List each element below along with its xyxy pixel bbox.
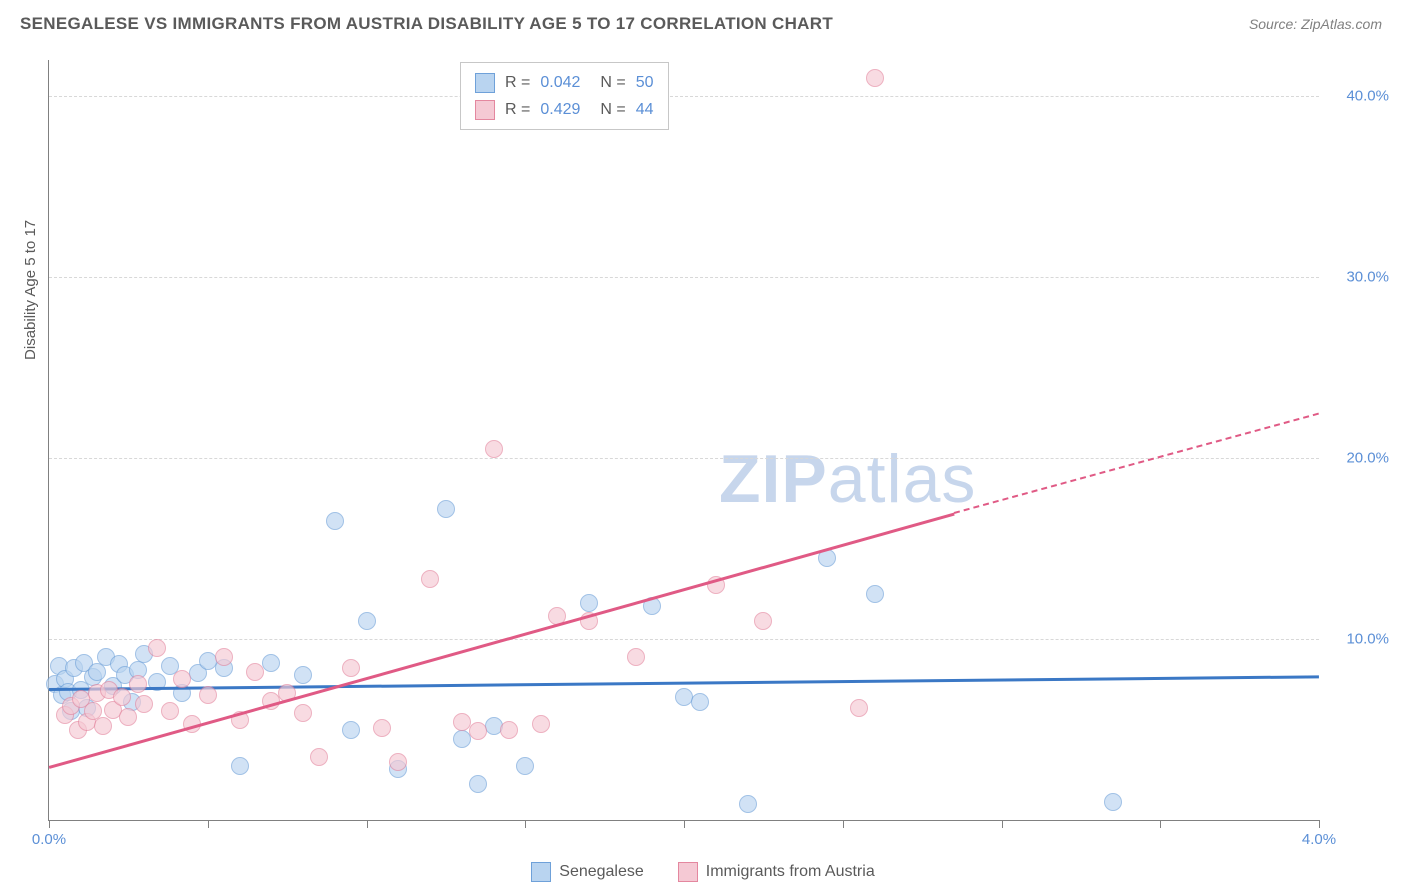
- legend-item: Immigrants from Austria: [678, 862, 875, 882]
- data-point: [231, 757, 249, 775]
- data-point: [262, 654, 280, 672]
- x-tick: [1319, 820, 1320, 828]
- legend-label: Immigrants from Austria: [706, 863, 875, 881]
- y-tick-label: 40.0%: [1346, 88, 1389, 105]
- data-point: [148, 639, 166, 657]
- data-point: [161, 702, 179, 720]
- data-point: [866, 585, 884, 603]
- data-point: [1104, 793, 1122, 811]
- source-label: Source: ZipAtlas.com: [1249, 16, 1382, 32]
- data-point: [754, 612, 772, 630]
- data-point: [389, 753, 407, 771]
- legend-swatch: [678, 862, 698, 882]
- y-tick-label: 30.0%: [1346, 269, 1389, 286]
- data-point: [739, 795, 757, 813]
- data-point: [485, 440, 503, 458]
- data-point: [516, 757, 534, 775]
- data-point: [866, 69, 884, 87]
- y-tick-label: 10.0%: [1346, 631, 1389, 648]
- data-point: [342, 721, 360, 739]
- data-point: [532, 715, 550, 733]
- data-point: [119, 708, 137, 726]
- chart-title: SENEGALESE VS IMMIGRANTS FROM AUSTRIA DI…: [20, 14, 833, 34]
- data-point: [421, 570, 439, 588]
- legend-stat-row: R =0.042N =50: [475, 69, 654, 96]
- data-point: [173, 670, 191, 688]
- scatter-plot: ZIPatlas 10.0%20.0%30.0%40.0%0.0%4.0%: [48, 60, 1319, 821]
- trend-line-extrapolated: [954, 413, 1320, 514]
- legend-swatch: [475, 73, 495, 93]
- data-point: [113, 688, 131, 706]
- legend-swatch: [475, 100, 495, 120]
- data-point: [373, 719, 391, 737]
- data-point: [469, 722, 487, 740]
- legend-stats: R =0.042N =50R =0.429N =44: [460, 62, 669, 130]
- data-point: [437, 500, 455, 518]
- data-point: [310, 748, 328, 766]
- data-point: [326, 512, 344, 530]
- x-tick: [208, 820, 209, 828]
- data-point: [199, 686, 217, 704]
- data-point: [580, 594, 598, 612]
- legend-label: Senegalese: [559, 863, 644, 881]
- x-tick: [525, 820, 526, 828]
- data-point: [129, 675, 147, 693]
- data-point: [500, 721, 518, 739]
- data-point: [94, 717, 112, 735]
- data-point: [691, 693, 709, 711]
- legend-stat-row: R =0.429N =44: [475, 96, 654, 123]
- x-tick: [684, 820, 685, 828]
- gridline: [49, 458, 1319, 459]
- x-tick: [1002, 820, 1003, 828]
- watermark: ZIPatlas: [719, 440, 976, 518]
- data-point: [294, 704, 312, 722]
- data-point: [246, 663, 264, 681]
- legend-swatch: [531, 862, 551, 882]
- data-point: [358, 612, 376, 630]
- data-point: [469, 775, 487, 793]
- x-tick: [367, 820, 368, 828]
- legend-item: Senegalese: [531, 862, 644, 882]
- data-point: [342, 659, 360, 677]
- data-point: [294, 666, 312, 684]
- legend-series: Senegalese Immigrants from Austria: [0, 862, 1406, 882]
- x-tick: [49, 820, 50, 828]
- x-tick-label: 4.0%: [1302, 831, 1336, 848]
- y-axis-title: Disability Age 5 to 17: [22, 220, 39, 360]
- x-tick: [1160, 820, 1161, 828]
- y-tick-label: 20.0%: [1346, 450, 1389, 467]
- data-point: [135, 695, 153, 713]
- gridline: [49, 96, 1319, 97]
- data-point: [627, 648, 645, 666]
- x-tick-label: 0.0%: [32, 831, 66, 848]
- gridline: [49, 639, 1319, 640]
- gridline: [49, 277, 1319, 278]
- data-point: [850, 699, 868, 717]
- x-tick: [843, 820, 844, 828]
- data-point: [215, 648, 233, 666]
